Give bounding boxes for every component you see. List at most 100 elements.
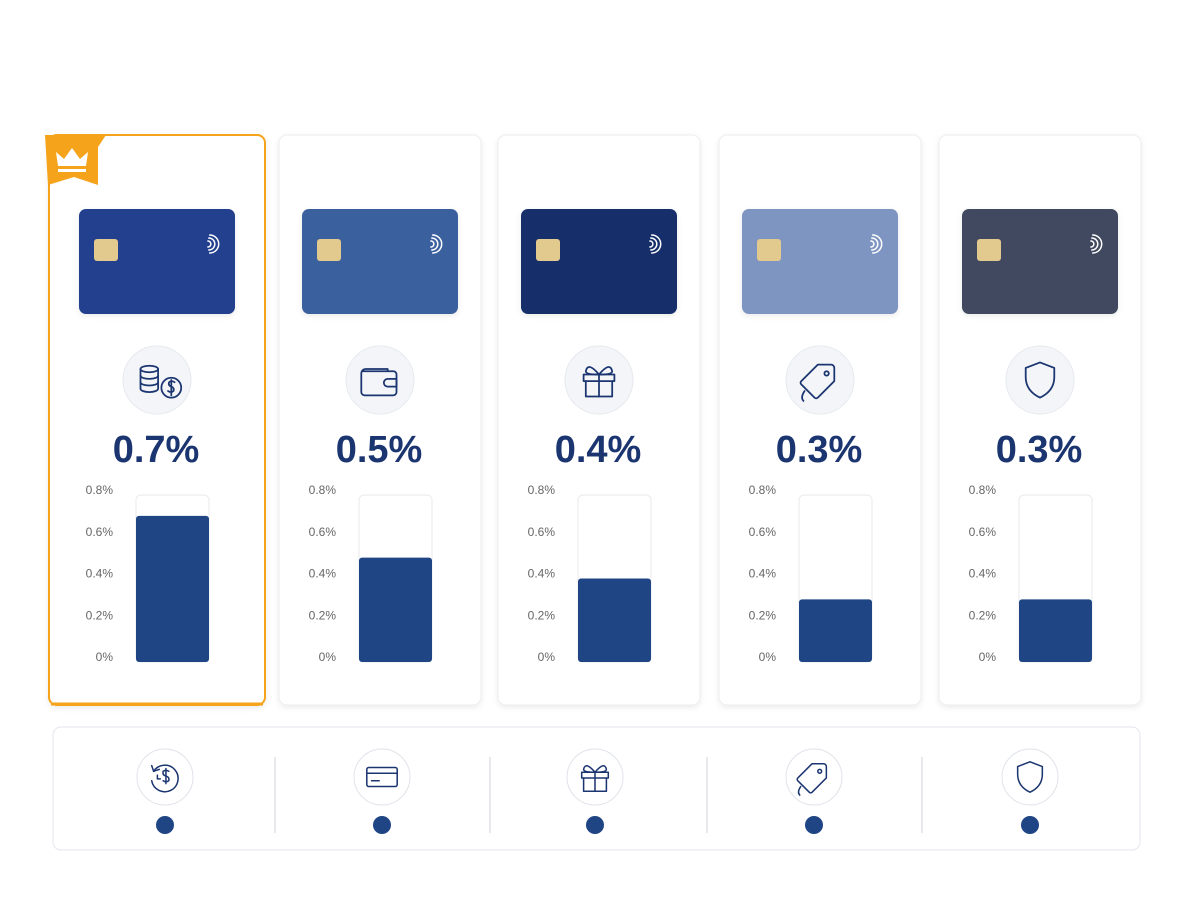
- icon-shield: [1024, 361, 1056, 399]
- footer-dot: [373, 816, 391, 834]
- y-tick-label: 0.4%: [309, 567, 337, 581]
- y-tick-label: 0.6%: [969, 525, 997, 539]
- y-tick-label: 0.4%: [749, 567, 777, 581]
- y-tick-label: 0.8%: [528, 483, 556, 497]
- rate-label: 0.3%: [776, 429, 863, 471]
- footer-dot: [586, 816, 604, 834]
- icon-stroke: [1016, 761, 1044, 793]
- credit-card: [742, 209, 898, 314]
- contactless-arc: [649, 240, 654, 248]
- icon-tag: [796, 762, 828, 796]
- contactless: [870, 234, 883, 254]
- icon-stroke: [150, 764, 179, 793]
- footer-dot: [1021, 816, 1039, 834]
- crown: [56, 148, 88, 172]
- icon-circle: [122, 345, 192, 415]
- credit-card: [521, 209, 677, 314]
- icon-stroke: [366, 766, 398, 788]
- contactless: [649, 234, 662, 254]
- contactless-arc: [871, 237, 879, 251]
- contactless: [1090, 234, 1103, 254]
- y-tick-label: 0%: [538, 650, 556, 664]
- contactless-arc: [430, 240, 435, 248]
- icon-shield: [1016, 761, 1044, 793]
- icon-stroke: [799, 363, 836, 400]
- contactless: [207, 234, 220, 254]
- y-tick-label: 0.4%: [969, 567, 997, 581]
- icon-stroke: [584, 366, 614, 376]
- y-tick-label: 0.6%: [309, 525, 337, 539]
- rate-label: 0.3%: [996, 429, 1083, 471]
- contactless-arc: [650, 237, 658, 251]
- icon-stroke: [823, 370, 830, 377]
- icon-card: [366, 766, 398, 788]
- icon-gift: [580, 765, 610, 793]
- y-tick-label: 0.8%: [86, 483, 114, 497]
- y-tick-label: 0.2%: [309, 608, 337, 622]
- y-tick-label: 0.6%: [528, 525, 556, 539]
- icon-stroke: [801, 390, 806, 402]
- contactless-arc: [1091, 234, 1103, 254]
- contactless-arc: [870, 240, 875, 248]
- y-tick-label: 0.8%: [309, 483, 337, 497]
- icon-stroke: [156, 774, 162, 780]
- icon-gift: [582, 366, 616, 398]
- y-tick-label: 0.2%: [749, 608, 777, 622]
- contactless-arc: [1091, 237, 1099, 251]
- y-tick-label: 0.2%: [528, 608, 556, 622]
- rate-label: 0.7%: [113, 429, 200, 471]
- card-chip: [757, 239, 781, 261]
- y-tick-label: 0%: [319, 650, 337, 664]
- icon-circle: [1005, 345, 1075, 415]
- card-chip: [536, 239, 560, 261]
- rate-label: 0.4%: [555, 429, 642, 471]
- icon-stroke: [162, 767, 170, 785]
- contactless-arc: [431, 237, 439, 251]
- contactless-arc: [1090, 240, 1095, 248]
- icon-stroke: [582, 765, 608, 774]
- rate-label: 0.5%: [336, 429, 423, 471]
- y-tick-label: 0.6%: [86, 525, 114, 539]
- y-tick-label: 0.4%: [528, 567, 556, 581]
- icon-stroke: [382, 378, 398, 388]
- y-tick-label: 0.8%: [749, 483, 777, 497]
- contactless-arc: [208, 234, 220, 254]
- icon-stroke: [817, 768, 823, 774]
- icon-circle: [345, 345, 415, 415]
- contactless: [430, 234, 443, 254]
- contactless-arc: [871, 234, 883, 254]
- footer-icon-circle: [1001, 748, 1059, 806]
- credit-card: [962, 209, 1118, 314]
- icon-stroke: [797, 785, 802, 796]
- credit-card: [79, 209, 235, 314]
- y-tick-label: 0.8%: [969, 483, 997, 497]
- y-tick-label: 0.2%: [86, 608, 114, 622]
- icon-stroke: [150, 764, 161, 773]
- y-tick-label: 0%: [96, 650, 114, 664]
- icon-wallet: [360, 368, 398, 397]
- bar: [799, 599, 872, 662]
- icon-stroke: [139, 368, 159, 393]
- contactless-arc: [650, 234, 662, 254]
- icon-stroke: [1024, 361, 1056, 399]
- icon-stroke: [139, 374, 159, 380]
- y-tick-label: 0%: [759, 650, 777, 664]
- contactless-arc: [208, 237, 216, 251]
- icon-stroke: [360, 368, 398, 397]
- bar: [359, 557, 432, 662]
- card-chip: [94, 239, 118, 261]
- bar: [578, 578, 651, 662]
- bar: [1019, 599, 1092, 662]
- footer-dot: [805, 816, 823, 834]
- footer-icon-circle: [136, 748, 194, 806]
- icon-stroke: [167, 379, 176, 397]
- icon-tag: [799, 363, 836, 402]
- card-chip: [977, 239, 1001, 261]
- icon-stroke: [160, 376, 183, 399]
- icon-stroke: [139, 381, 159, 387]
- card-chip: [317, 239, 341, 261]
- y-tick-label: 0.6%: [749, 525, 777, 539]
- y-tick-label: 0.2%: [969, 608, 997, 622]
